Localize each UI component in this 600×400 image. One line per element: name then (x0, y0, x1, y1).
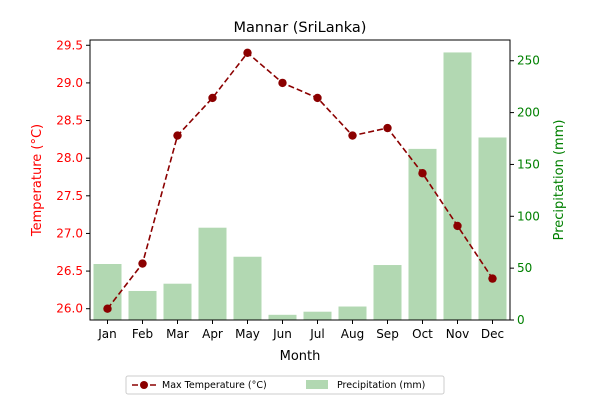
y-left-tick-label: 27.5 (56, 189, 83, 203)
x-tick-label: Oct (412, 327, 433, 341)
temp-point-nov (453, 221, 462, 231)
x-axis: Jan Feb Mar Apr May Jun Jul Aug Sep Oct Nov Dec (97, 320, 504, 341)
temp-point-jan (103, 304, 112, 313)
legend-label-temperature: Max Temperature (°C) (162, 380, 267, 391)
x-tick-label: Mar (166, 327, 189, 341)
y-left-tick-label: 26.0 (56, 302, 83, 316)
x-tick-label: Aug (341, 327, 364, 341)
precipitation-bars (93, 52, 507, 320)
y-right-tick-label: 100 (517, 209, 540, 223)
x-tick-label: Apr (202, 327, 223, 341)
y-left-tick-label: 28.5 (56, 114, 83, 128)
y-right-tick-label: 150 (517, 157, 540, 171)
precip-bar-apr (198, 227, 227, 320)
y-axis-label-right: Precipitation (mm) (552, 120, 567, 241)
y-left-tick-label: 29.5 (56, 38, 83, 52)
temp-point-may (243, 48, 252, 57)
precip-bar-may (233, 256, 262, 320)
precip-bar-nov (443, 52, 472, 320)
x-axis-label: Month (280, 349, 321, 364)
x-tick-label: Feb (132, 327, 153, 341)
x-tick-label: Nov (446, 327, 469, 341)
temp-point-jul (313, 93, 322, 103)
x-tick-label: Jul (309, 327, 324, 341)
temperature-line-layer (106, 51, 494, 310)
temp-point-aug (348, 131, 357, 140)
y-right-tick-label: 250 (517, 54, 540, 68)
y-right-tick-label: 0 (517, 313, 525, 327)
y-axis-right: 0 50 100 150 200 250 (510, 54, 540, 327)
y-right-tick-label: 200 (517, 106, 540, 120)
y-left-tick-label: 26.5 (56, 264, 83, 278)
x-tick-label: Sep (376, 327, 399, 341)
precip-bar-jun (268, 314, 297, 320)
temp-point-jun (278, 78, 287, 88)
y-axis-left: 26.0 26.5 27.0 27.5 28.0 28.5 29.0 29.5 (56, 38, 90, 316)
y-right-tick-label: 50 (517, 261, 532, 275)
precip-bar-aug (338, 306, 367, 320)
legend: Max Temperature (°C) Precipitation (mm) (125, 375, 445, 395)
precip-bar-jul (303, 311, 332, 320)
legend-bar-swatch (306, 380, 328, 389)
precip-bar-dec (478, 137, 507, 320)
precip-bar-feb (128, 290, 157, 320)
legend-label-precipitation: Precipitation (mm) (337, 380, 425, 391)
y-left-tick-label: 29.0 (56, 76, 83, 90)
temp-point-sep (383, 123, 392, 133)
plot-frame (89, 39, 511, 321)
legend-frame (125, 375, 445, 395)
temp-point-mar (173, 131, 182, 140)
x-tick-label: Jun (272, 327, 292, 341)
y-left-tick-label: 28.0 (56, 151, 83, 165)
precip-bar-mar (163, 283, 192, 320)
chart-title: Mannar (SriLanka) (234, 20, 367, 36)
temp-point-oct (418, 169, 427, 178)
x-tick-label: Dec (481, 327, 504, 341)
legend-marker-swatch (140, 381, 148, 389)
y-left-tick-label: 27.0 (56, 226, 83, 240)
temperature-points (103, 48, 497, 313)
temperature-line (106, 51, 494, 310)
temp-point-dec (488, 274, 497, 283)
precip-bar-sep (373, 265, 402, 320)
temp-point-feb (138, 259, 147, 268)
temp-point-apr (208, 93, 217, 103)
y-axis-label-left: Temperature (°C) (30, 124, 45, 237)
x-tick-label: May (235, 327, 260, 341)
x-tick-label: Jan (97, 327, 117, 341)
